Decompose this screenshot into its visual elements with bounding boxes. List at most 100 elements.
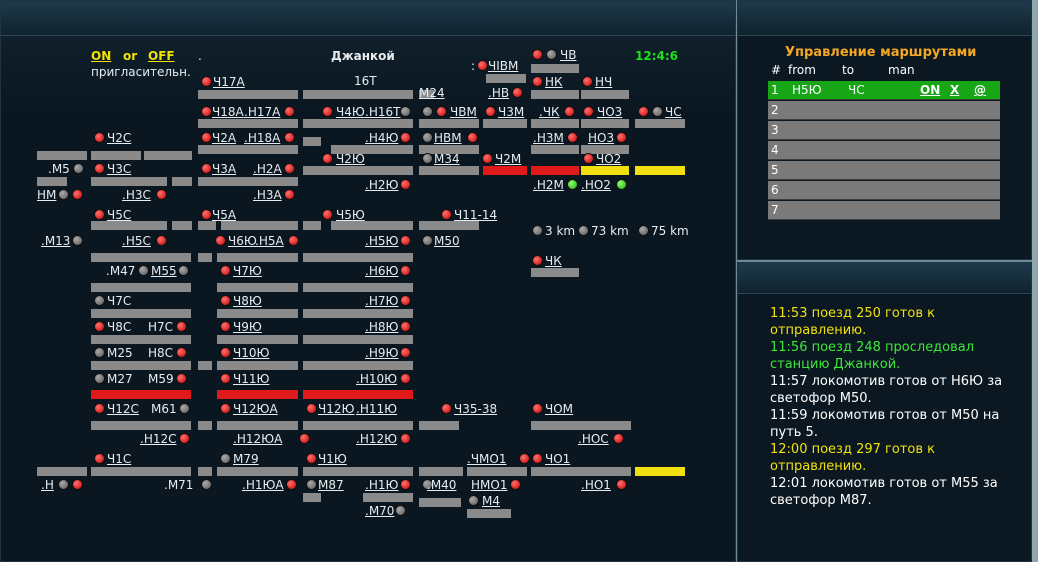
signal-label[interactable]: Ч8Ю bbox=[233, 294, 262, 308]
signal-label[interactable]: .Н3А bbox=[253, 188, 282, 202]
signal-lamp-icon[interactable] bbox=[176, 347, 187, 358]
track-section[interactable] bbox=[144, 151, 192, 160]
signal-label[interactable]: ЧК bbox=[545, 254, 562, 268]
signal-lamp-icon[interactable] bbox=[72, 235, 83, 246]
signal-lamp-icon[interactable] bbox=[299, 433, 310, 444]
track-section[interactable] bbox=[331, 145, 413, 154]
signal-label[interactable]: М87 bbox=[318, 478, 344, 492]
signal-lamp-icon[interactable] bbox=[201, 76, 212, 87]
signal-lamp-icon[interactable] bbox=[400, 235, 411, 246]
signal-lamp-icon[interactable] bbox=[532, 225, 543, 236]
track-section[interactable] bbox=[37, 177, 67, 186]
signal-lamp-icon[interactable] bbox=[532, 403, 543, 414]
signal-lamp-icon[interactable] bbox=[94, 403, 105, 414]
signal-label[interactable]: .М40 bbox=[427, 478, 457, 492]
signal-label[interactable]: .Н9Ю bbox=[365, 346, 399, 360]
track-section[interactable] bbox=[91, 309, 191, 318]
track-section[interactable] bbox=[217, 335, 298, 344]
signal-lamp-icon[interactable] bbox=[94, 321, 105, 332]
track-section[interactable] bbox=[91, 253, 191, 262]
track-section[interactable] bbox=[419, 145, 479, 154]
track-section[interactable] bbox=[91, 467, 191, 476]
signal-label[interactable]: .Н3М bbox=[533, 131, 564, 145]
signal-label[interactable]: Ч6Ю bbox=[228, 234, 257, 248]
route-row[interactable]: 2 bbox=[768, 101, 1000, 120]
signal-lamp-icon[interactable] bbox=[512, 87, 523, 98]
signal-label[interactable]: .НО1 bbox=[581, 478, 611, 492]
route-cancel-button[interactable]: X bbox=[950, 83, 960, 97]
occupied-track-section[interactable] bbox=[531, 166, 579, 175]
track-section[interactable] bbox=[91, 177, 167, 186]
signal-label[interactable]: М79 bbox=[233, 452, 259, 466]
signal-lamp-icon[interactable] bbox=[400, 179, 411, 190]
signal-label[interactable]: М50 bbox=[434, 234, 460, 248]
track-section[interactable] bbox=[37, 151, 87, 160]
track-section[interactable] bbox=[91, 335, 191, 344]
track-section[interactable] bbox=[198, 90, 298, 99]
route-row[interactable]: 7 bbox=[768, 201, 1000, 220]
signal-lamp-icon[interactable] bbox=[613, 433, 624, 444]
occupied-track-section[interactable] bbox=[91, 390, 191, 399]
signal-label[interactable]: Ч3С bbox=[107, 162, 132, 176]
signal-lamp-icon[interactable] bbox=[220, 321, 231, 332]
signal-lamp-icon[interactable] bbox=[582, 76, 593, 87]
signal-label[interactable]: .Н8Ю bbox=[365, 320, 399, 334]
signal-lamp-icon[interactable] bbox=[178, 265, 189, 276]
signal-lamp-icon[interactable] bbox=[72, 479, 83, 490]
signal-label[interactable]: .Н2Ю bbox=[365, 178, 399, 192]
occupied-track-section[interactable] bbox=[483, 166, 527, 175]
signal-label[interactable]: Ч11Ю bbox=[233, 372, 270, 386]
signal-label[interactable]: .ЧМО1 bbox=[467, 452, 507, 466]
track-section[interactable] bbox=[303, 137, 321, 146]
signal-label[interactable]: .ЧК bbox=[539, 105, 560, 119]
signal-lamp-icon[interactable] bbox=[400, 373, 411, 384]
signal-lamp-icon[interactable] bbox=[201, 163, 212, 174]
track-section[interactable] bbox=[217, 361, 298, 370]
signal-label[interactable]: Ч4Ю bbox=[336, 105, 365, 119]
signal-label[interactable]: Ч3М bbox=[498, 105, 525, 119]
track-section[interactable] bbox=[91, 151, 141, 160]
signal-label[interactable]: .Н11Ю bbox=[356, 402, 398, 416]
signal-lamp-icon[interactable] bbox=[201, 106, 212, 117]
off-toggle[interactable]: OFF bbox=[148, 49, 175, 63]
signal-lamp-icon[interactable] bbox=[400, 321, 411, 332]
signal-label[interactable]: НМО1 bbox=[471, 478, 508, 492]
signal-lamp-icon[interactable] bbox=[201, 479, 212, 490]
route-row[interactable]: 4 bbox=[768, 141, 1000, 160]
signal-lamp-icon[interactable] bbox=[322, 153, 333, 164]
signal-label[interactable]: .Н7Ю bbox=[365, 294, 399, 308]
signal-lamp-icon[interactable] bbox=[58, 479, 69, 490]
track-section[interactable] bbox=[303, 221, 321, 230]
track-section[interactable] bbox=[198, 145, 298, 154]
signal-label[interactable]: .Н12Ю bbox=[356, 432, 398, 446]
signal-lamp-icon[interactable] bbox=[532, 255, 543, 266]
signal-label[interactable]: .М13 bbox=[41, 234, 71, 248]
signal-label[interactable]: Ч2А bbox=[212, 131, 237, 145]
signal-lamp-icon[interactable] bbox=[638, 225, 649, 236]
track-section[interactable] bbox=[91, 283, 191, 292]
track-section[interactable] bbox=[303, 467, 413, 476]
signal-lamp-icon[interactable] bbox=[179, 433, 190, 444]
signal-lamp-icon[interactable] bbox=[467, 132, 478, 143]
route-set-track-section[interactable] bbox=[635, 467, 685, 476]
signal-label[interactable]: НК bbox=[545, 75, 563, 89]
signal-label[interactable]: Ч2Ю bbox=[336, 152, 365, 166]
signal-lamp-icon[interactable] bbox=[306, 479, 317, 490]
track-section[interactable] bbox=[91, 221, 167, 230]
signal-label[interactable]: .Н10Ю bbox=[356, 372, 398, 386]
signal-label[interactable]: Ч3А bbox=[212, 162, 237, 176]
route-row[interactable]: 5 bbox=[768, 161, 1000, 180]
signal-label[interactable]: Ч5А bbox=[212, 208, 237, 222]
signal-label[interactable]: Ч35-38 bbox=[454, 402, 498, 416]
track-section[interactable] bbox=[303, 119, 413, 128]
track-section[interactable] bbox=[531, 119, 579, 128]
signal-lamp-icon[interactable] bbox=[532, 76, 543, 87]
signal-lamp-icon[interactable] bbox=[306, 403, 317, 414]
track-section[interactable] bbox=[91, 421, 191, 430]
signal-lamp-icon[interactable] bbox=[400, 132, 411, 143]
track-section[interactable] bbox=[303, 309, 413, 318]
track-section[interactable] bbox=[531, 467, 631, 476]
track-section[interactable] bbox=[531, 421, 631, 430]
route-set-track-section[interactable] bbox=[635, 166, 685, 175]
track-section[interactable] bbox=[303, 283, 413, 292]
